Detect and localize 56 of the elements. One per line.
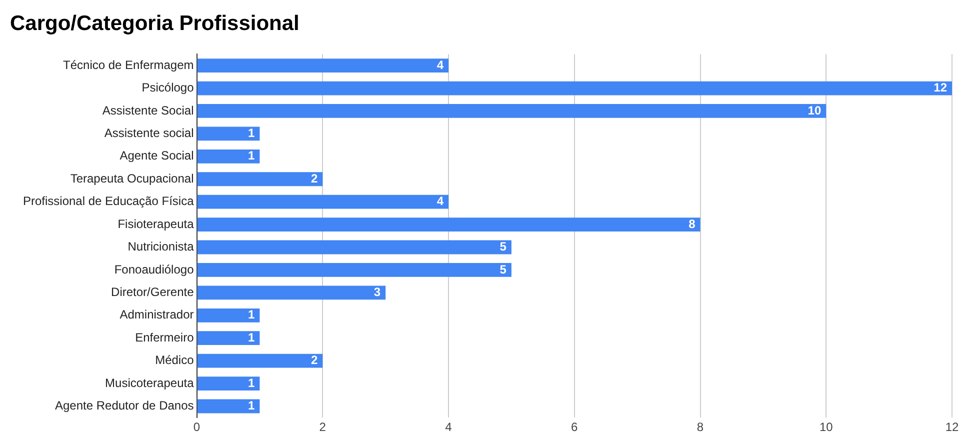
bar: [197, 194, 449, 209]
x-tick-label: 12: [945, 420, 959, 434]
data-label: 1: [248, 398, 256, 413]
y-tick-label: Terapeuta Ocupacional: [70, 171, 194, 186]
y-tick-label: Musicoterapeuta: [105, 376, 194, 390]
data-label: 8: [688, 216, 696, 231]
y-tick-label: Diretor/Gerente: [111, 284, 194, 299]
bar: [197, 149, 260, 164]
chart-title: Cargo/Categoria Profissional: [10, 12, 300, 36]
data-label: 4: [436, 194, 444, 208]
data-label: 1: [248, 308, 256, 322]
y-tick-label: Fisioterapeuta: [118, 216, 194, 231]
data-label: 4: [436, 58, 444, 72]
bar: [197, 308, 260, 322]
y-tick-label: Agente Social: [120, 148, 194, 163]
data-label: 5: [500, 240, 507, 254]
y-tick-label: Agente Redutor de Danos: [54, 398, 194, 413]
data-label: 1: [248, 148, 256, 163]
data-label: 1: [248, 376, 256, 390]
data-label: 1: [248, 126, 256, 140]
data-label: 2: [310, 171, 318, 186]
bar: [197, 126, 260, 141]
bar: [197, 58, 449, 73]
y-tick-label: Nutricionista: [128, 240, 194, 254]
x-tick-label: 2: [319, 420, 326, 434]
y-tick-label: Profissional de Educação Física: [22, 194, 194, 208]
bar: [197, 354, 323, 368]
bar: [197, 172, 323, 186]
y-tick-label: Assistente social: [104, 126, 194, 140]
bar: [197, 240, 512, 254]
bar: [197, 81, 952, 96]
bar: [197, 376, 260, 390]
y-tick-label: Médico: [155, 353, 194, 368]
x-tick-label: 6: [571, 420, 578, 434]
bar: [197, 399, 260, 414]
data-label: 10: [808, 103, 822, 118]
data-label: 3: [374, 284, 381, 299]
bar: [197, 218, 700, 232]
y-tick-label: Psicólogo: [142, 80, 194, 95]
x-tick-label: 0: [193, 420, 200, 434]
x-tick-label: 4: [445, 420, 452, 434]
bar: [197, 331, 260, 346]
y-tick-label: Assistente Social: [102, 103, 194, 118]
y-tick-label: Fonoaudiólogo: [114, 262, 194, 276]
data-label: 1: [248, 330, 256, 344]
y-tick-label: Enfermeiro: [135, 330, 194, 344]
bar: [197, 104, 826, 118]
y-tick-label: Técnico de Enfermagem: [63, 58, 194, 72]
data-label: 12: [934, 80, 948, 95]
y-tick-label: Administrador: [120, 308, 194, 322]
bar: [197, 286, 386, 300]
x-tick-label: 8: [696, 420, 704, 434]
x-tick-label: 10: [819, 420, 834, 434]
bar: [197, 263, 512, 277]
data-label: 2: [310, 353, 318, 368]
data-label: 5: [500, 262, 507, 276]
